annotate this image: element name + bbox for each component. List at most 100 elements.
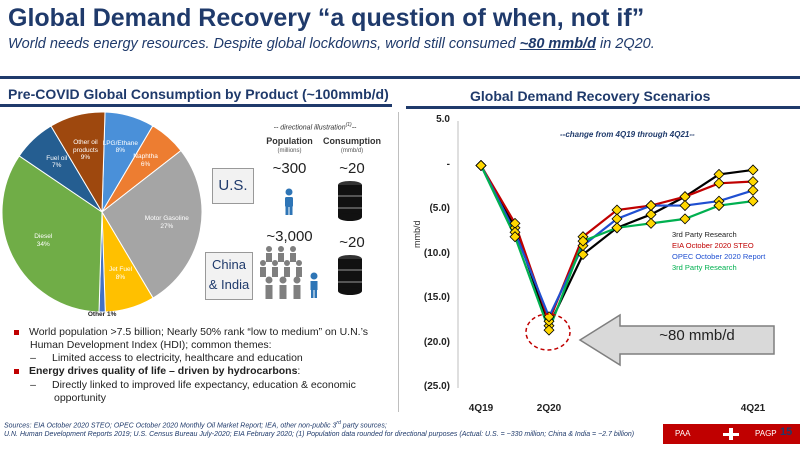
sources-line-1b: party sources; xyxy=(340,422,387,430)
region-china-india: China & India xyxy=(205,252,253,300)
pie-label-pct: 34% xyxy=(36,240,50,248)
population-header: Population xyxy=(266,136,313,146)
series-4-point xyxy=(543,324,555,336)
series-4-point xyxy=(577,235,589,247)
ticker-pagp: PAGP xyxy=(755,429,777,438)
pie-label: Jet Fuel 8% xyxy=(97,266,145,281)
pie-slice-diesel xyxy=(1,155,103,313)
pie-label-name: Other 1% xyxy=(87,310,117,318)
y-tick-label: (10.0) xyxy=(423,247,450,259)
chart-annotation: --change from 4Q19 through 4Q21-- xyxy=(560,130,695,139)
pie-label: LPG/Ethane 8% xyxy=(96,140,144,155)
y-tick-label: 5.0 xyxy=(436,114,450,125)
pie-label: Fuel oil 7% xyxy=(33,155,81,170)
oil-barrel-icon xyxy=(338,255,362,295)
pie-label: Motor Gasoline 27% xyxy=(143,215,191,230)
pie-label-pct: 8% xyxy=(115,273,126,281)
series-2-point xyxy=(611,204,623,216)
pie-label: Other oil products 9% xyxy=(61,139,109,161)
region-us: U.S. xyxy=(212,168,254,204)
left-section-title: Pre-COVID Global Consumption by Product … xyxy=(8,86,389,102)
pie-label-name: Motor Gasoline xyxy=(144,215,189,223)
bullet-1: World population >7.5 billion; Nearly 50… xyxy=(14,326,384,352)
population-unit: (millions) xyxy=(277,148,302,154)
series-4-point xyxy=(645,217,657,229)
bullet-marker xyxy=(14,369,19,375)
pie-label: Diesel 34% xyxy=(19,233,67,248)
sub-bullet-marker: – xyxy=(30,378,36,391)
illustration-note-text: -- directional illustration xyxy=(273,124,346,132)
china-india-population: ~3,000 xyxy=(266,228,313,245)
pie-label: Naphtha 6% xyxy=(122,153,170,168)
y-tick-label: (25.0) xyxy=(423,381,450,392)
illustration-note: -- directional illustration(1)-- xyxy=(240,122,390,131)
y-tick-label: (20.0) xyxy=(423,336,450,348)
sources-line-2: U.N. Human Development Reports 2019; U.S… xyxy=(4,431,635,439)
pie-slice-other-oil-products xyxy=(50,111,106,214)
series-2-point xyxy=(679,191,691,203)
series-3-point xyxy=(679,200,691,212)
page-subtitle: World needs energy resources. Despite gl… xyxy=(8,36,792,52)
callout-arrow xyxy=(578,313,775,367)
pie-label: Other 1% xyxy=(78,311,126,318)
trough-highlight-circle xyxy=(525,313,571,351)
bullet-marker xyxy=(14,329,19,335)
pie-label-name: LPG/Ethane xyxy=(102,139,139,147)
ticker-paa: PAA xyxy=(675,429,691,438)
pie-label-pct: 9% xyxy=(80,154,91,162)
bullet-3-suffix: : xyxy=(297,365,301,378)
pie-label-name: Other oil products xyxy=(73,139,98,154)
consumption-unit: (mmb/d) xyxy=(340,148,364,154)
series-3-point xyxy=(645,200,657,212)
sources-line-1a: Sources: EIA October 2020 STEO; OPEC Oct… xyxy=(4,422,337,430)
vertical-divider xyxy=(398,112,399,412)
consumption-header: Consumption xyxy=(323,136,381,146)
person-icon xyxy=(285,188,293,215)
series-1-point xyxy=(577,248,589,261)
subtitle-post: in 2Q20. xyxy=(595,36,655,52)
page-title: Global Demand Recovery “a question of wh… xyxy=(8,4,645,32)
demand-recovery-chart xyxy=(457,121,759,388)
pie-label-pct: 8% xyxy=(115,147,126,155)
pie-label-name: Fuel oil xyxy=(46,154,68,162)
series-1-point xyxy=(713,168,725,180)
callout-text: ~80 mmb/d xyxy=(659,327,735,344)
bullet-3: Energy drives quality of life – driven b… xyxy=(14,365,384,378)
sub-bullet-marker: – xyxy=(30,352,36,365)
pie-label-pct: 6% xyxy=(140,160,151,168)
series-2-point xyxy=(747,176,759,188)
oil-barrel-icon xyxy=(338,181,362,221)
pie-label-name: Diesel xyxy=(34,233,53,241)
pie-label-name: Naphtha xyxy=(133,153,158,161)
series-2-point xyxy=(713,177,725,189)
bullet-4-text: Directly linked to improved life expecta… xyxy=(52,378,356,404)
series-1-point xyxy=(747,164,759,176)
us-population: ~300 xyxy=(272,160,307,177)
pie-label-pct: 27% xyxy=(160,222,174,230)
bullet-list: World population >7.5 billion; Nearly 50… xyxy=(14,326,384,405)
left-section-underline xyxy=(0,104,392,107)
illustration-note-sup: (1) xyxy=(345,122,352,128)
x-tick-label: 4Q19 xyxy=(468,403,494,414)
pipeline-icon xyxy=(723,428,739,440)
y-tick-label: (5.0) xyxy=(429,203,450,214)
legend-entry: EIA October 2020 STEO xyxy=(672,241,754,250)
bullet-2: – Limited access to electricity, healthca… xyxy=(14,352,384,365)
footer-bar: PAA PAGP xyxy=(663,424,800,444)
right-section-underline xyxy=(406,106,800,109)
consumption-pie-chart xyxy=(1,111,203,313)
series-3-point xyxy=(611,213,623,225)
series-4-point xyxy=(611,222,623,234)
y-tick-label: - xyxy=(446,158,450,170)
series-4-point xyxy=(679,213,691,225)
sources-note: Sources: EIA October 2020 STEO; OPEC Oct… xyxy=(4,420,634,440)
series-4-point xyxy=(747,195,759,207)
sources-line-1: Sources: EIA October 2020 STEO; OPEC Oct… xyxy=(4,420,634,431)
illustration-note-end: -- xyxy=(351,124,357,132)
header-divider xyxy=(0,76,800,79)
series-4-point xyxy=(475,159,487,172)
series-1-point xyxy=(645,208,657,220)
pie-label-name: Jet Fuel xyxy=(108,266,133,274)
bullet-4: – Directly linked to improved life expect… xyxy=(14,379,384,405)
bullet-1-text: World population >7.5 billion; Nearly 50… xyxy=(29,326,368,352)
